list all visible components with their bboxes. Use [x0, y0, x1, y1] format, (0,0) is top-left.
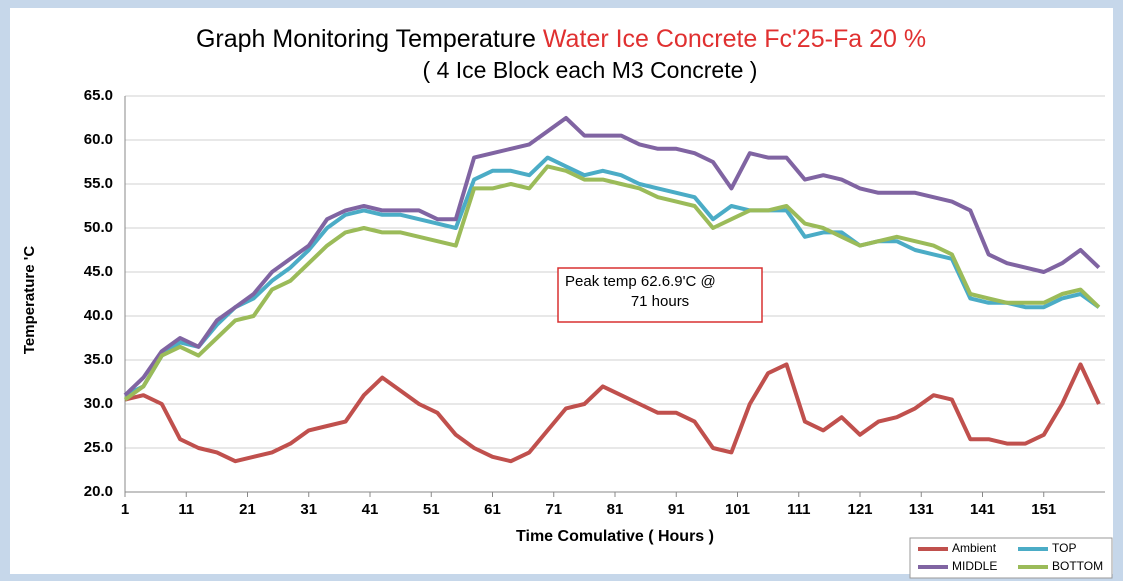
- x-tick-label: 111: [787, 501, 810, 518]
- x-tick-label: 71: [545, 501, 562, 518]
- x-axis-label: Time Comulative ( Hours ): [516, 528, 714, 545]
- series-line: [123, 164, 1101, 402]
- y-tick-label: 35.0: [84, 351, 113, 368]
- x-tick-label: 61: [484, 501, 501, 518]
- title-highlight: Water Ice Concrete Fc'25-Fa 20 %: [543, 25, 926, 53]
- legend: Ambient TOP MIDDLE BOTTOM: [909, 537, 1113, 579]
- y-tick-label: 40.0: [84, 307, 113, 324]
- title-main: Graph Monitoring Temperature: [196, 25, 536, 53]
- legend-label: MIDDLE: [952, 559, 997, 573]
- x-tick-label: 11: [178, 501, 194, 518]
- x-tick-label: 91: [668, 501, 685, 518]
- x-tick-label: 131: [909, 501, 934, 518]
- x-tick-label: 41: [362, 501, 379, 518]
- annotation: 71 hours: [631, 293, 689, 310]
- x-tick-label: 21: [239, 501, 256, 518]
- series-line: [123, 116, 1101, 397]
- y-tick-label: 50.0: [84, 219, 113, 236]
- x-tick-label: 141: [970, 501, 995, 518]
- y-tick-label: 60.0: [84, 131, 113, 148]
- y-tick-label: 30.0: [84, 395, 113, 412]
- chart-subtitle: ( 4 Ice Block each M3 Concrete ): [423, 57, 758, 83]
- x-tick-label: 101: [725, 501, 750, 518]
- series-line: [124, 362, 1101, 464]
- plot: [123, 116, 1101, 464]
- legend-label: Ambient: [952, 541, 997, 555]
- series-line: [124, 155, 1101, 398]
- annotation-box: [557, 267, 763, 323]
- legend-label: BOTTOM: [1052, 559, 1103, 573]
- annotation: Peak temp 62.6.9'C @: [565, 273, 716, 290]
- grid: 20.0 25.0 30.0 35.0 40.0 45.0 50.0 55.0 60.0 65.0…: [84, 87, 1105, 518]
- x-tick-label: 31: [300, 501, 317, 518]
- x-tick-label: 1: [121, 501, 129, 518]
- x-tick-label: 51: [423, 501, 440, 518]
- y-tick-label: 25.0: [84, 439, 113, 456]
- x-tick-label: 151: [1031, 501, 1056, 518]
- legend-label: TOP: [1052, 541, 1076, 555]
- y-tick-label: 20.0: [84, 483, 113, 500]
- chart-title: Graph Monitoring Temperature Water Ice C…: [196, 25, 926, 53]
- y-tick-label: 65.0: [84, 87, 113, 104]
- x-tick-label: 121: [847, 501, 872, 518]
- x-tick-label: 81: [607, 501, 624, 518]
- y-tick-label: 55.0: [84, 175, 113, 192]
- legend-box: [909, 537, 1113, 579]
- y-axis-label: Temperature 'C: [21, 246, 38, 354]
- y-tick-label: 45.0: [84, 263, 113, 280]
